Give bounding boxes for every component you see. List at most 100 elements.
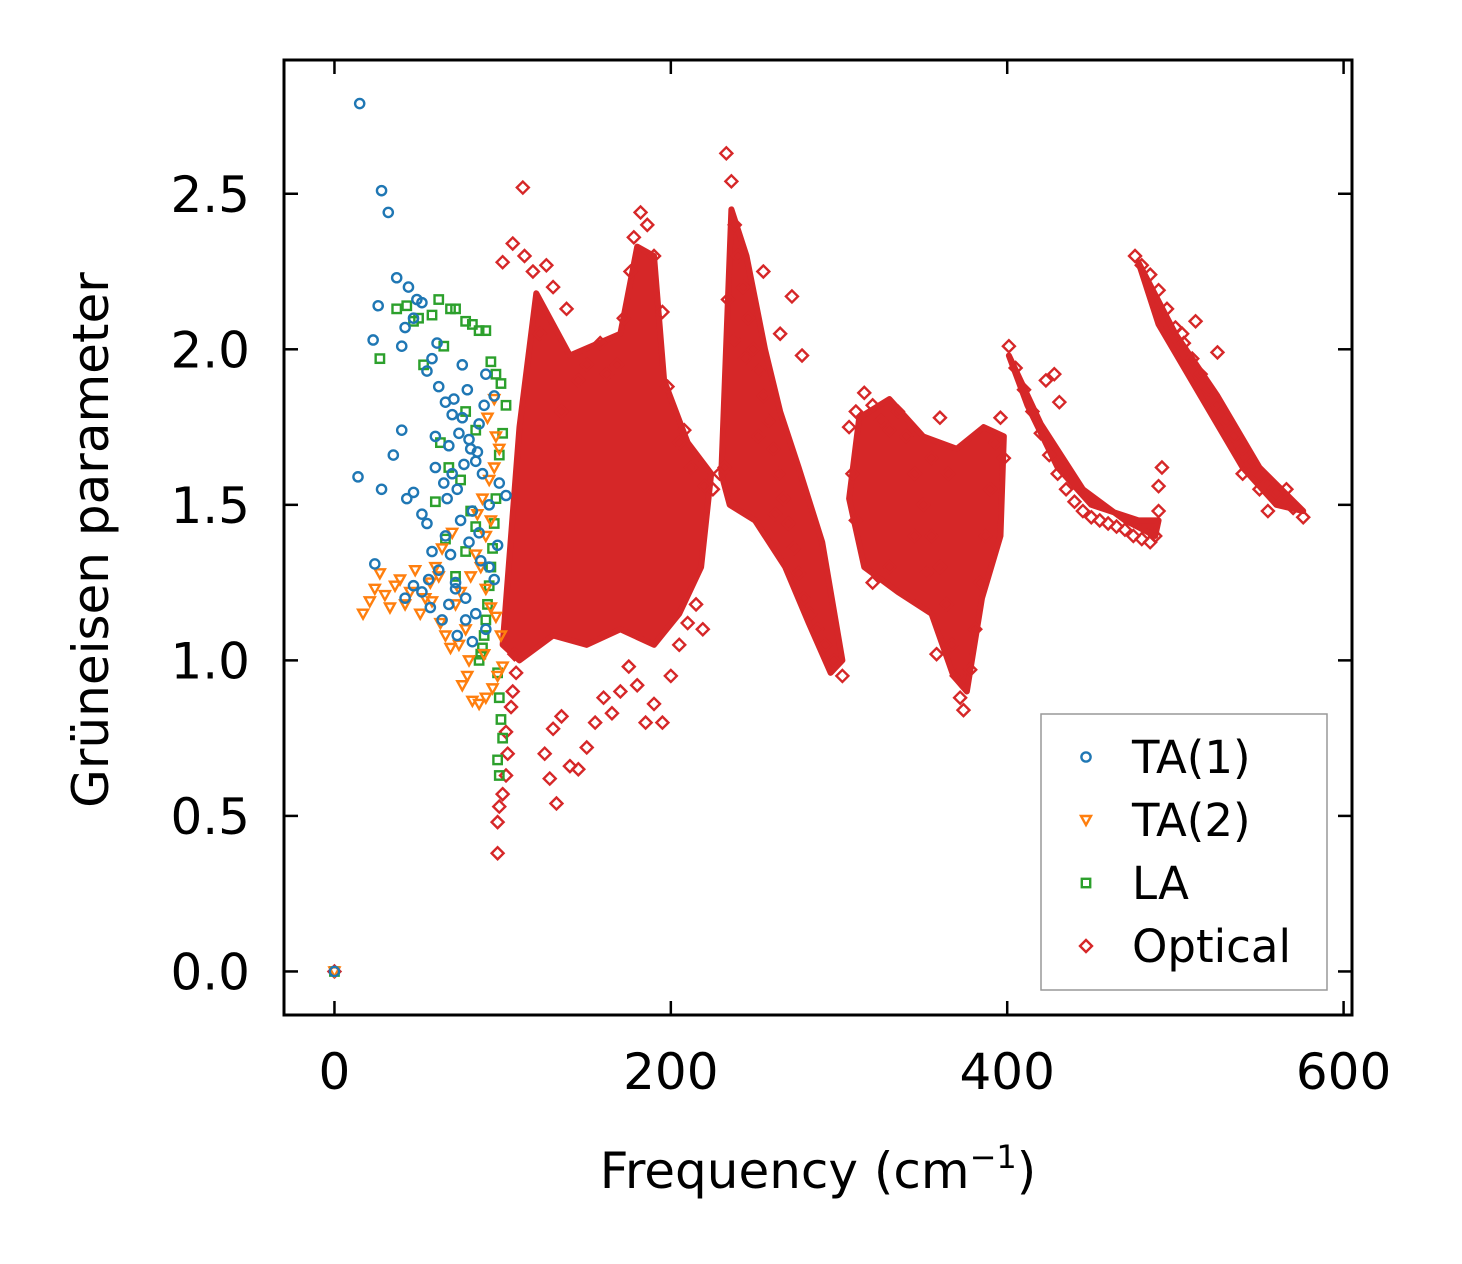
optical-point <box>616 310 632 326</box>
x-tick-label: 200 <box>623 1043 718 1101</box>
optical-point <box>515 179 531 196</box>
optical-point <box>629 677 645 693</box>
la-point <box>478 630 490 641</box>
ta-1-point <box>431 337 443 349</box>
la-point <box>493 449 505 461</box>
la-point <box>497 732 509 744</box>
ta-1-point <box>441 492 453 505</box>
la-point <box>460 546 472 557</box>
la-point <box>374 353 386 365</box>
optical-band-5 <box>1135 259 1307 515</box>
optical-point <box>1184 350 1200 367</box>
ta-1-point <box>416 586 428 598</box>
ta-2-point <box>443 642 458 656</box>
optical-point <box>955 702 972 718</box>
ta-1-point <box>446 467 458 480</box>
ta-1-point <box>422 573 435 586</box>
ta-2-point <box>382 602 397 615</box>
optical-point <box>599 366 615 382</box>
la-point <box>426 309 438 321</box>
optical-point <box>737 350 753 367</box>
optical-point <box>536 746 553 762</box>
la-point <box>477 642 488 654</box>
optical-point <box>802 606 819 622</box>
optical-point <box>841 419 857 435</box>
optical-point <box>494 254 511 270</box>
ta-1-point <box>443 439 455 452</box>
ta-1-point <box>449 576 462 589</box>
optical-point <box>499 746 516 762</box>
optical-point <box>1092 512 1108 529</box>
la-point <box>433 294 445 305</box>
ta-1-point <box>432 380 445 393</box>
optical-point <box>1201 382 1217 398</box>
optical-point <box>844 466 861 482</box>
optical-point <box>796 590 812 606</box>
optical-point <box>716 459 733 476</box>
la-point <box>450 570 461 582</box>
ta-1-point <box>454 514 467 527</box>
optical-point <box>932 410 948 426</box>
ta-2-point <box>431 571 446 584</box>
ta-1-point <box>458 458 470 471</box>
optical-point <box>907 466 923 482</box>
optical-point <box>1209 397 1226 413</box>
ta-2-point <box>367 583 382 597</box>
optical-point <box>864 574 881 591</box>
optical-point <box>775 490 792 507</box>
optical-point <box>1154 459 1170 476</box>
optical-point <box>834 668 851 684</box>
legend-marker-ta-1 <box>1080 751 1092 763</box>
plot-frame <box>282 58 1354 1017</box>
optical-point <box>1187 313 1204 329</box>
optical-point <box>928 646 945 662</box>
ta-2-point <box>435 543 450 556</box>
ta-1-point <box>463 536 475 548</box>
ta-2-point <box>460 670 475 684</box>
ta-2-point <box>495 661 510 675</box>
la-point <box>485 356 497 368</box>
ta-1-point <box>453 427 465 440</box>
ta-1-point <box>491 539 504 552</box>
optical-point <box>1234 441 1251 457</box>
ta-1-point <box>416 296 428 309</box>
optical-point <box>735 279 751 295</box>
optical-point <box>723 173 740 190</box>
optical-point <box>938 596 955 613</box>
ta-1-point <box>395 340 408 352</box>
optical-point <box>505 235 521 252</box>
ta-1-point <box>480 623 492 636</box>
y-tick-label: 0.0 <box>170 943 250 1001</box>
optical-point <box>923 450 940 466</box>
ta-1-point <box>416 508 428 520</box>
ta-2-point <box>483 602 498 615</box>
optical-point <box>525 263 541 280</box>
optical-point <box>740 310 756 326</box>
optical-point <box>1150 478 1167 494</box>
ta-2-point <box>372 568 387 581</box>
ta-2-point <box>428 561 443 575</box>
ta-2-point <box>485 683 500 696</box>
optical-point <box>727 217 743 233</box>
optical-point <box>1049 466 1066 482</box>
optical-point <box>890 403 906 420</box>
optical-point <box>609 357 625 373</box>
optical-point <box>755 263 772 280</box>
optical-point <box>558 301 575 317</box>
legend-items: TA(1) TA(2) LA Optical <box>1078 731 1291 973</box>
optical-point <box>750 363 766 379</box>
ta-1-point <box>436 614 448 626</box>
optical-point <box>538 257 555 274</box>
x-axis-label-main: Frequency (cm <box>600 1142 970 1200</box>
optical-point <box>663 668 679 684</box>
la-point <box>492 754 503 766</box>
ta-2-point <box>455 680 470 693</box>
x-tick-label: 600 <box>1296 1043 1391 1101</box>
optical-point <box>967 621 983 637</box>
optical-point <box>622 263 639 280</box>
optical-point <box>683 459 699 476</box>
ta-2-point <box>483 515 498 528</box>
ta-1-point <box>387 449 400 461</box>
ta-1-point <box>466 505 479 517</box>
optical-point <box>1277 494 1293 510</box>
